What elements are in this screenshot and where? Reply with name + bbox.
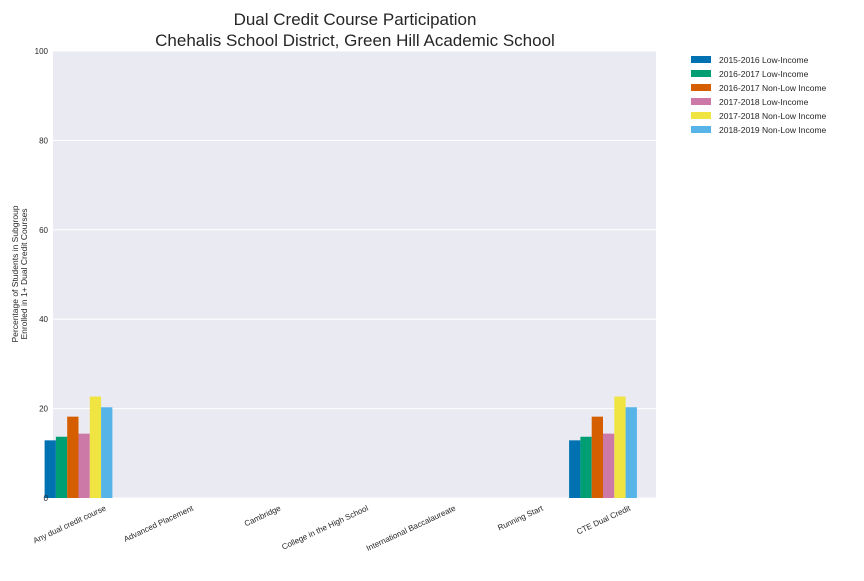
x-tick-label: College in the High School	[280, 504, 369, 552]
legend-label: 2016-2017 Non-Low Income	[719, 83, 827, 93]
x-tick-label: Running Start	[496, 503, 545, 532]
legend-swatch	[691, 98, 711, 105]
bar	[569, 440, 581, 498]
y-tick-label: 80	[39, 136, 48, 145]
legend-label: 2015-2016 Low-Income	[719, 55, 809, 65]
x-tick-labels: Any dual credit course Advanced Placement…	[32, 503, 633, 553]
x-tick-label: Advanced Placement	[122, 503, 195, 543]
legend: 2015-2016 Low-Income 2016-2017 Low-Income…	[691, 55, 827, 135]
bar	[614, 396, 626, 498]
legend-swatch	[691, 112, 711, 119]
y-axis-label-line2: Enrolled in 1+ Dual Credit Courses	[19, 208, 29, 339]
bar	[603, 433, 615, 498]
bar	[67, 416, 79, 498]
bar	[580, 436, 592, 498]
y-tick-label: 20	[39, 405, 48, 414]
x-tick-label: Any dual credit course	[32, 503, 108, 545]
legend-label: 2018-2019 Non-Low Income	[719, 125, 827, 135]
legend-swatch	[691, 70, 711, 77]
y-tick-label: 60	[39, 226, 48, 235]
bar	[591, 416, 603, 498]
legend-label: 2017-2018 Non-Low Income	[719, 111, 827, 121]
chart-title: Dual Credit Course Participation	[234, 10, 477, 29]
legend-swatch	[691, 84, 711, 91]
legend-label: 2016-2017 Low-Income	[719, 69, 809, 79]
bar	[89, 396, 102, 498]
bar	[78, 433, 90, 498]
bar	[101, 407, 113, 498]
y-tick-label: 0	[44, 494, 49, 503]
x-tick-label: International Baccalaureate	[365, 503, 458, 553]
y-tick-label: 100	[35, 47, 49, 56]
legend-label: 2017-2018 Low-Income	[719, 97, 809, 107]
chart-subtitle: Chehalis School District, Green Hill Aca…	[155, 31, 555, 50]
bars	[44, 396, 637, 498]
legend-swatch	[691, 126, 711, 133]
x-tick-label: Cambridge	[243, 503, 283, 528]
x-tick-label: CTE Dual Credit	[575, 503, 632, 536]
legend-swatch	[691, 56, 711, 63]
bar	[44, 440, 56, 498]
y-tick-label: 40	[39, 315, 48, 324]
bar	[625, 407, 637, 498]
plot-area	[53, 51, 656, 498]
grid-lines	[53, 50, 656, 499]
y-tick-labels: 0 20 40 60 80 100	[35, 47, 49, 503]
bar	[55, 436, 68, 498]
y-axis-label-line1: Percentage of Students in Subgroup	[10, 205, 20, 342]
